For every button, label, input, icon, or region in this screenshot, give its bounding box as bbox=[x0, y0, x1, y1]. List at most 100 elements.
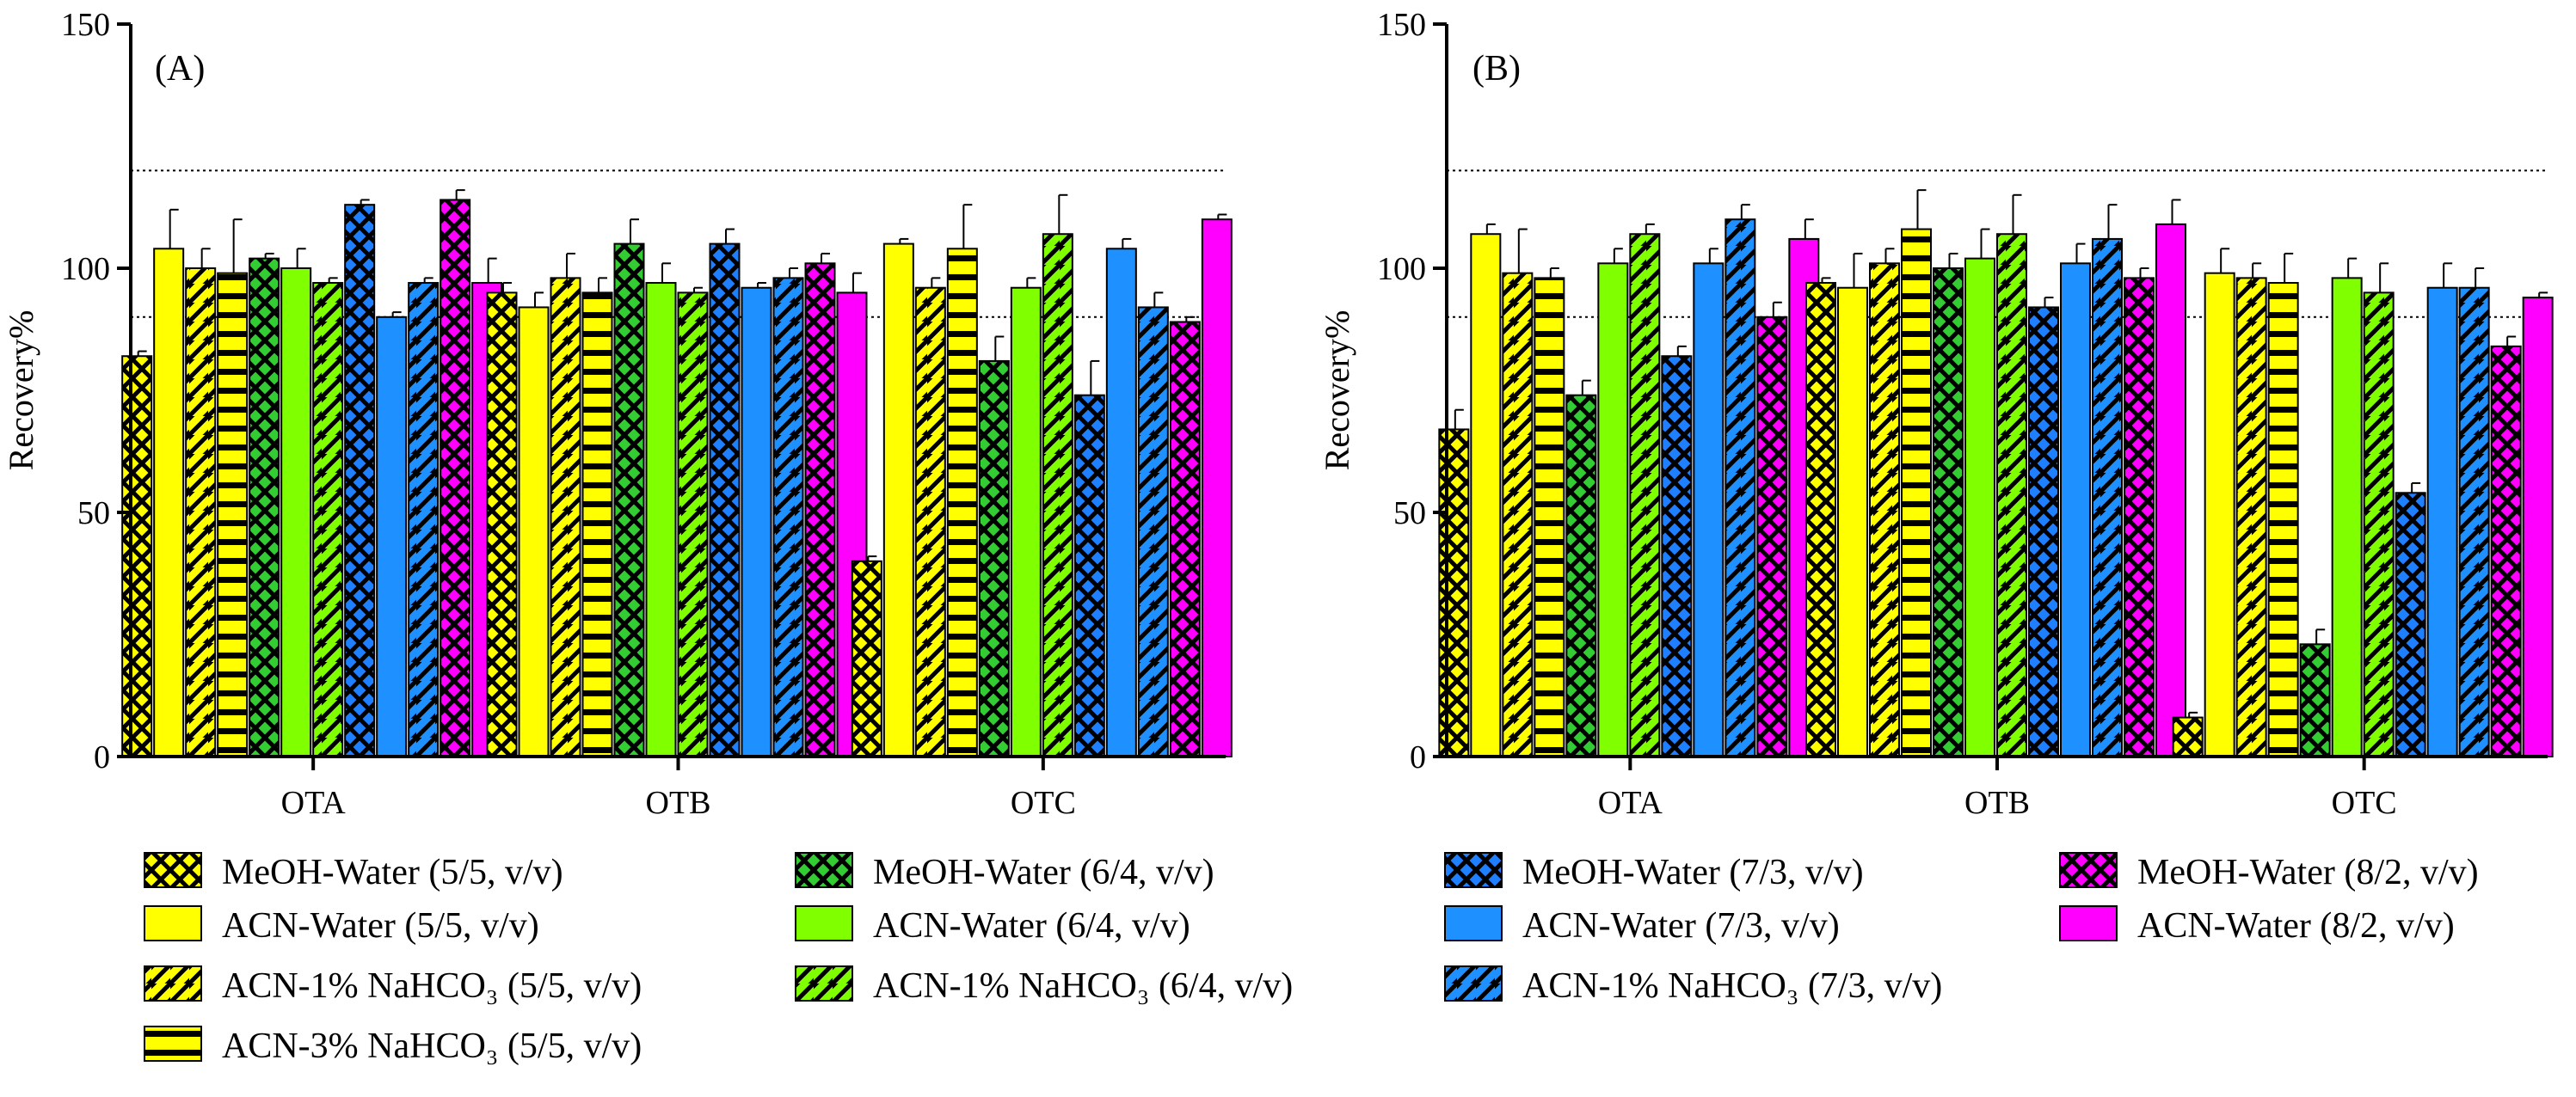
bar bbox=[2267, 282, 2299, 758]
x-tick-label: OTA bbox=[281, 785, 347, 821]
bar bbox=[1201, 218, 1233, 757]
bar bbox=[882, 242, 914, 758]
bar bbox=[312, 282, 344, 758]
legend-label: ACN-Water (5/5, v/v) bbox=[222, 906, 539, 946]
chart-legend: MeOH-Water (5/5, v/v) ACN-Water (5/5, v/v… bbox=[144, 852, 2479, 1066]
bar bbox=[486, 291, 518, 757]
bar bbox=[1042, 233, 1073, 757]
y-tick-label: 100 bbox=[1377, 251, 1426, 287]
legend-item: ACN-1% NaHCO₃ (6/4, v/v) bbox=[795, 965, 1293, 1006]
legend-label: MeOH-Water (6/4, v/v) bbox=[873, 853, 1214, 892]
bar bbox=[2172, 716, 2204, 757]
bar bbox=[185, 267, 217, 757]
bar bbox=[1629, 233, 1661, 757]
legend-swatch bbox=[2059, 852, 2118, 888]
legend-swatch bbox=[1444, 905, 1503, 941]
legend-label: ACN-Water (8/2, v/v) bbox=[2137, 906, 2455, 946]
chart-panel-b: OTA OTB OTC 0 50 100 150 Recovery% (B) bbox=[1318, 7, 2554, 821]
chart-panel-a: OTA OTB OTC 0 50 100 150 Recovery% (A) bbox=[2, 7, 1233, 821]
bar bbox=[2204, 272, 2235, 757]
bar bbox=[1725, 218, 1756, 757]
legend-swatch bbox=[2059, 905, 2118, 941]
legend-item: MeOH-Water (6/4, v/v) bbox=[795, 852, 1214, 892]
legend-item: ACN-Water (8/2, v/v) bbox=[2059, 905, 2455, 946]
bar bbox=[408, 282, 440, 758]
legend-label: ACN-Water (7/3, v/v) bbox=[1522, 906, 1840, 946]
bar bbox=[851, 560, 882, 757]
bar bbox=[1073, 394, 1105, 757]
bar bbox=[1470, 233, 1502, 757]
y-tick-label: 50 bbox=[77, 495, 110, 531]
legend-label: ACN-1% NaHCO₃ (7/3, v/v) bbox=[1522, 966, 1942, 1006]
legend-item: ACN-3% NaHCO₃ (5/5, v/v) bbox=[144, 1026, 642, 1066]
bar bbox=[613, 242, 645, 758]
bar bbox=[946, 248, 978, 757]
bar bbox=[1996, 233, 2027, 757]
legend-swatch bbox=[795, 905, 853, 941]
bar bbox=[2458, 286, 2490, 758]
bar bbox=[1933, 267, 1964, 757]
bar bbox=[1534, 277, 1565, 757]
bar bbox=[518, 306, 550, 757]
bar bbox=[153, 248, 185, 757]
legend-label: ACN-1% NaHCO₃ (6/4, v/v) bbox=[873, 966, 1293, 1006]
bar bbox=[376, 316, 408, 757]
bar bbox=[978, 359, 1010, 757]
legend-item: ACN-1% NaHCO₃ (5/5, v/v) bbox=[144, 965, 642, 1006]
bar bbox=[1756, 316, 1788, 757]
bar bbox=[772, 277, 804, 757]
bar bbox=[344, 204, 376, 758]
bar bbox=[741, 286, 772, 758]
bar bbox=[1565, 394, 1597, 757]
bar bbox=[550, 277, 581, 757]
bar bbox=[709, 242, 741, 758]
y-axis-title: Recovery% bbox=[2, 310, 40, 471]
legend-swatch bbox=[1444, 965, 1503, 1002]
bar bbox=[2299, 643, 2331, 757]
legend-swatch bbox=[795, 965, 853, 1002]
legend-item: ACN-Water (5/5, v/v) bbox=[144, 905, 539, 946]
bar bbox=[121, 355, 153, 757]
legend-swatch bbox=[795, 852, 853, 888]
bar bbox=[581, 291, 613, 757]
bar bbox=[2235, 277, 2267, 757]
bar bbox=[1137, 306, 1169, 757]
bar bbox=[280, 267, 312, 757]
bar bbox=[1010, 286, 1042, 758]
y-tick-label: 50 bbox=[1393, 495, 1426, 531]
legend-item: MeOH-Water (5/5, v/v) bbox=[144, 852, 563, 892]
bar bbox=[1901, 228, 1932, 757]
bar bbox=[1438, 428, 1470, 757]
legend-label: ACN-3% NaHCO₃ (5/5, v/v) bbox=[222, 1027, 642, 1066]
legend-swatch bbox=[144, 1026, 202, 1062]
legend-label: MeOH-Water (8/2, v/v) bbox=[2137, 853, 2479, 892]
bar bbox=[249, 257, 280, 757]
legend-item: ACN-1% NaHCO₃ (7/3, v/v) bbox=[1444, 965, 1942, 1006]
x-tick-label: OTA bbox=[1598, 785, 1663, 821]
y-tick-label: 0 bbox=[1410, 739, 1426, 775]
bar bbox=[1869, 262, 1900, 757]
x-tick-label: OTB bbox=[646, 785, 711, 821]
bar bbox=[1837, 286, 1868, 758]
legend-swatch bbox=[144, 965, 202, 1002]
bar bbox=[2092, 237, 2123, 758]
legend-swatch bbox=[1444, 852, 1503, 888]
bar bbox=[2363, 291, 2395, 757]
y-tick-label: 0 bbox=[94, 739, 110, 775]
x-tick-label: OTC bbox=[2332, 785, 2397, 821]
y-tick-label: 150 bbox=[1377, 7, 1426, 43]
bar bbox=[2490, 345, 2522, 757]
bar bbox=[2395, 492, 2426, 758]
bar bbox=[2426, 286, 2458, 758]
bar bbox=[1169, 321, 1201, 757]
legend-item: MeOH-Water (7/3, v/v) bbox=[1444, 852, 1864, 892]
bar bbox=[914, 286, 946, 758]
legend-item: MeOH-Water (8/2, v/v) bbox=[2059, 852, 2479, 892]
bar bbox=[2028, 306, 2059, 757]
bar bbox=[2522, 297, 2554, 757]
bar bbox=[677, 291, 709, 757]
y-axis-title: Recovery% bbox=[1318, 310, 1356, 471]
legend-label: MeOH-Water (5/5, v/v) bbox=[222, 853, 563, 892]
bar bbox=[217, 272, 249, 757]
